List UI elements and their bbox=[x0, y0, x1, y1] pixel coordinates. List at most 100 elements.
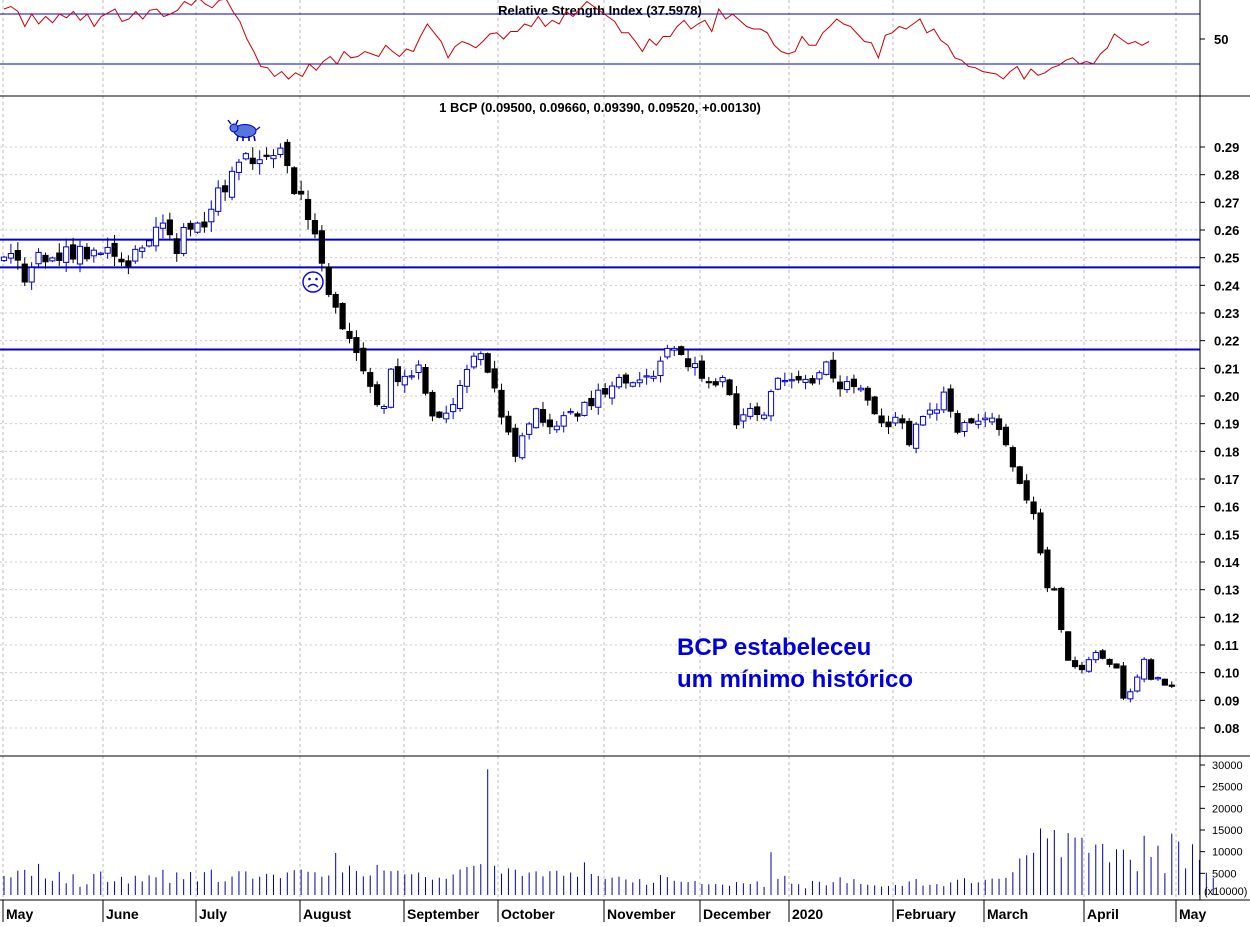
candle-body bbox=[277, 147, 284, 155]
candle-body bbox=[1154, 677, 1162, 680]
price-tick-label: 0.25 bbox=[1214, 251, 1239, 266]
annotation-line-2: um mínimo histórico bbox=[677, 666, 913, 693]
price-title: 1 BCP (0.09500, 0.09660, 0.09390, 0.0952… bbox=[439, 100, 761, 115]
candle-body bbox=[684, 358, 692, 368]
candle-body bbox=[394, 366, 401, 383]
candle-body bbox=[477, 353, 484, 361]
price-panel: 1 BCP (0.09500, 0.09660, 0.09390, 0.0952… bbox=[0, 100, 1240, 736]
candle-body bbox=[947, 388, 954, 412]
candle-body bbox=[892, 416, 899, 424]
candle-body bbox=[691, 363, 699, 369]
candle-body bbox=[664, 347, 671, 358]
price-tick-label: 0.15 bbox=[1214, 527, 1239, 542]
candle-body bbox=[146, 240, 153, 247]
x-label-may: May bbox=[6, 906, 33, 922]
candle-body bbox=[698, 360, 706, 379]
candle-body bbox=[539, 408, 547, 423]
candle-body bbox=[456, 384, 464, 409]
candle-body bbox=[28, 267, 35, 283]
candle-body bbox=[139, 247, 146, 252]
candle-body bbox=[816, 372, 823, 380]
price-tick-label: 0.16 bbox=[1214, 500, 1239, 515]
candle-body bbox=[885, 421, 892, 428]
candle-body bbox=[256, 159, 263, 165]
price-tick-label: 0.18 bbox=[1214, 444, 1239, 459]
candle-body bbox=[961, 422, 968, 433]
candle-body bbox=[899, 418, 906, 424]
candle-body bbox=[1023, 480, 1030, 501]
candle-body bbox=[1092, 651, 1099, 661]
candle-body bbox=[450, 404, 457, 413]
candle-body bbox=[740, 414, 747, 422]
candle-body bbox=[235, 161, 243, 173]
candle-body bbox=[1085, 659, 1092, 672]
candle-body bbox=[42, 254, 49, 263]
candle-body bbox=[187, 222, 194, 230]
candle-body bbox=[49, 257, 56, 262]
candle-body bbox=[215, 187, 222, 212]
x-label-may: May bbox=[1179, 906, 1206, 922]
candle-body bbox=[194, 222, 201, 233]
x-label-february: February bbox=[896, 906, 956, 922]
candle-body bbox=[906, 420, 913, 446]
candle-body bbox=[857, 387, 864, 391]
x-label-march: March bbox=[987, 906, 1028, 922]
price-tick-label: 0.14 bbox=[1214, 555, 1240, 570]
candle-body bbox=[622, 374, 629, 384]
candle-body bbox=[415, 364, 422, 374]
candle-body bbox=[387, 368, 395, 408]
price-tick-label: 0.29 bbox=[1214, 140, 1239, 155]
x-label-2020: 2020 bbox=[792, 906, 823, 922]
x-label-september: September bbox=[407, 906, 480, 922]
rsi-line bbox=[3, 0, 1150, 80]
candle-body bbox=[823, 361, 830, 375]
candle-body bbox=[788, 379, 795, 382]
volume-scale-label: (x10000) bbox=[1204, 886, 1247, 898]
candle-body bbox=[1037, 512, 1044, 554]
candle-body bbox=[781, 380, 788, 383]
candle-body bbox=[636, 379, 643, 384]
candle-body bbox=[767, 391, 775, 417]
candle-body bbox=[608, 385, 616, 399]
price-tick-label: 0.08 bbox=[1214, 721, 1239, 736]
candle-body bbox=[118, 258, 125, 263]
candle-body bbox=[166, 219, 173, 236]
candle-body bbox=[180, 227, 187, 255]
candle-body bbox=[871, 396, 878, 415]
rsi-tick-label: 50 bbox=[1214, 32, 1228, 47]
x-label-october: October bbox=[501, 906, 555, 922]
candle-body bbox=[374, 384, 381, 406]
candle-body bbox=[270, 155, 277, 160]
candle-body bbox=[982, 417, 989, 421]
candle-body bbox=[560, 415, 567, 427]
price-tick-label: 0.24 bbox=[1214, 278, 1240, 293]
candle-body bbox=[1106, 659, 1113, 665]
price-tick-label: 0.20 bbox=[1214, 389, 1239, 404]
price-tick-label: 0.13 bbox=[1214, 583, 1239, 598]
candle-body bbox=[436, 411, 443, 418]
candle-body bbox=[1134, 676, 1141, 692]
candle-body bbox=[132, 248, 139, 262]
candle-body bbox=[850, 378, 858, 388]
candle-body bbox=[484, 353, 491, 373]
candle-body bbox=[837, 381, 844, 390]
candle-body bbox=[242, 153, 249, 160]
candle-body bbox=[1065, 631, 1072, 661]
candle-body bbox=[56, 252, 63, 261]
candle-body bbox=[1058, 587, 1065, 631]
price-tick-label: 0.11 bbox=[1214, 638, 1239, 653]
candle-body bbox=[512, 427, 519, 457]
candle-body bbox=[968, 418, 975, 424]
gridlines: May June July August September October Novembe… bbox=[0, 0, 1206, 922]
candle-body bbox=[671, 347, 678, 351]
candle-body bbox=[346, 330, 353, 339]
panel-frames bbox=[0, 0, 1250, 901]
candle-body bbox=[657, 360, 664, 377]
candle-body bbox=[360, 347, 367, 372]
candle-body bbox=[152, 226, 160, 247]
candle-body bbox=[422, 367, 429, 394]
annotation: BCP estabeleceu um mínimo histórico bbox=[677, 634, 913, 693]
candle-body bbox=[332, 293, 339, 308]
price-tick-label: 0.28 bbox=[1214, 168, 1239, 183]
candle-body bbox=[1113, 663, 1120, 669]
